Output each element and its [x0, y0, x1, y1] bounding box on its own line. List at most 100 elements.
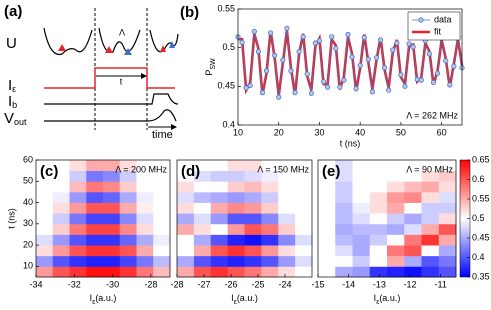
heatmap-cell	[295, 181, 313, 193]
heatmap-cell	[278, 234, 296, 246]
heatmap-cell	[318, 191, 336, 203]
heatmap-cell	[103, 213, 121, 225]
x-tick-label: -24	[278, 279, 291, 289]
heatmap-cell	[387, 266, 405, 278]
data-point	[361, 35, 367, 41]
heatmap-cell	[335, 255, 353, 267]
y-tick-label: 10	[23, 261, 33, 271]
data-point	[390, 47, 396, 53]
heatmap-cell	[278, 191, 296, 203]
heatmap-cell	[352, 170, 371, 182]
heatmap-cell	[227, 170, 245, 182]
heatmap-cell	[177, 213, 195, 225]
heatmap-cell	[438, 223, 457, 235]
heatmap-cell	[369, 223, 388, 235]
heatmap-cell	[119, 234, 137, 246]
y-tick-label: 30	[23, 218, 33, 228]
x-tick-label: 60	[437, 127, 447, 137]
heatmap-cell	[387, 234, 405, 246]
data-point	[304, 71, 310, 77]
heatmap-cell	[387, 255, 405, 267]
heatmap-cell	[193, 160, 212, 172]
heatmap-cell	[119, 181, 137, 193]
heatmap-cell	[119, 213, 137, 225]
heatmap-cell	[369, 266, 388, 278]
colorbar-tick-label: 0.5	[472, 213, 485, 223]
data-point	[414, 76, 420, 82]
heatmap-cell	[86, 234, 104, 246]
colorbar-tick-label: 0.4	[472, 252, 485, 262]
row-label: Iε	[8, 77, 16, 94]
plot-frame	[237, 8, 463, 126]
x-tick-label: 10	[233, 127, 243, 137]
x-tick-label: -28	[144, 279, 157, 289]
heatmap-cell	[52, 234, 70, 246]
heatmap-cell	[227, 160, 245, 172]
heatmap-cell	[153, 160, 171, 172]
plot-frame	[176, 159, 313, 278]
data-point	[341, 77, 347, 83]
heatmap-cell	[261, 245, 279, 257]
heatmap-cell	[318, 223, 336, 235]
heatmap-cell	[421, 160, 440, 172]
plot-frame	[317, 159, 457, 278]
potential	[43, 27, 93, 56]
data-point	[349, 54, 355, 60]
heatmap-cell	[369, 170, 388, 182]
heatmap-cell	[421, 234, 440, 246]
heatmap-cell	[438, 181, 457, 193]
x-tick-label: -26	[224, 279, 237, 289]
heatmap-cell	[261, 255, 279, 267]
annotation: Λ = 90 MHz	[406, 164, 453, 174]
potential	[149, 29, 179, 53]
data-point	[276, 94, 282, 100]
heatmap-cell	[69, 234, 87, 246]
heatmap-cell	[438, 266, 457, 278]
data-point	[382, 65, 388, 71]
heatmap-cell	[261, 202, 279, 214]
heatmap-cell	[227, 181, 245, 193]
heatmap-cell	[119, 223, 137, 235]
heatmap-cell	[404, 181, 422, 193]
legend-box	[407, 11, 461, 41]
heatmap-cell	[86, 191, 104, 203]
heatmap-cell	[335, 202, 353, 214]
heatmap-cell	[318, 202, 336, 214]
heatmap-cell	[69, 213, 87, 225]
heatmap-cell	[352, 266, 371, 278]
colorbar-tick-label: 0.45	[472, 232, 490, 242]
series-line	[237, 28, 463, 98]
heatmap-cell	[86, 255, 104, 267]
heatmap-cell	[369, 213, 388, 225]
heatmap-cell	[36, 213, 54, 225]
heatmap-cell	[278, 255, 296, 267]
heatmap-cell	[193, 234, 212, 246]
heatmap-cell	[177, 160, 195, 172]
heatmap-cell	[404, 266, 422, 278]
heatmap-cell	[278, 170, 296, 182]
heatmap-cell	[210, 191, 229, 203]
heatmap-cell	[295, 223, 313, 235]
heatmap-cell	[404, 202, 422, 214]
heatmap-cell	[210, 223, 229, 235]
heatmap-cell	[244, 255, 262, 267]
heatmap-cell	[318, 266, 336, 278]
state	[169, 41, 175, 48]
x-tick-label: -11	[434, 279, 446, 289]
heatmap-cell	[421, 181, 440, 193]
heatmap-cell	[86, 223, 104, 235]
heatmap-cell	[103, 266, 121, 278]
heatmap-cell	[103, 234, 121, 246]
annotation: Λ = 150 MHz	[257, 164, 309, 174]
x-axis-label: Iε(a.u.)	[231, 293, 258, 305]
panel-label: (a)	[4, 3, 22, 20]
heatmap-cell	[318, 160, 336, 172]
time-label: time	[152, 129, 173, 141]
heatmap-cell	[36, 266, 54, 278]
heatmap-cell	[210, 213, 229, 225]
heatmap-cell	[153, 181, 171, 193]
heatmap-cell	[69, 245, 87, 257]
heatmap-cell	[153, 255, 171, 267]
barrier-label: Λ	[119, 27, 125, 37]
